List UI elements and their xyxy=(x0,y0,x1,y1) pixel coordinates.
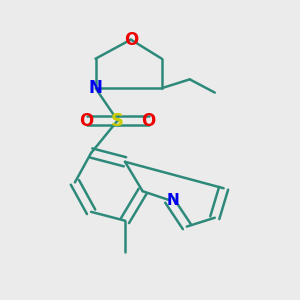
Text: O: O xyxy=(124,31,138,49)
Text: N: N xyxy=(166,193,179,208)
Text: N: N xyxy=(88,79,103,97)
Text: S: S xyxy=(111,112,124,130)
Text: O: O xyxy=(141,112,156,130)
Text: O: O xyxy=(80,112,94,130)
